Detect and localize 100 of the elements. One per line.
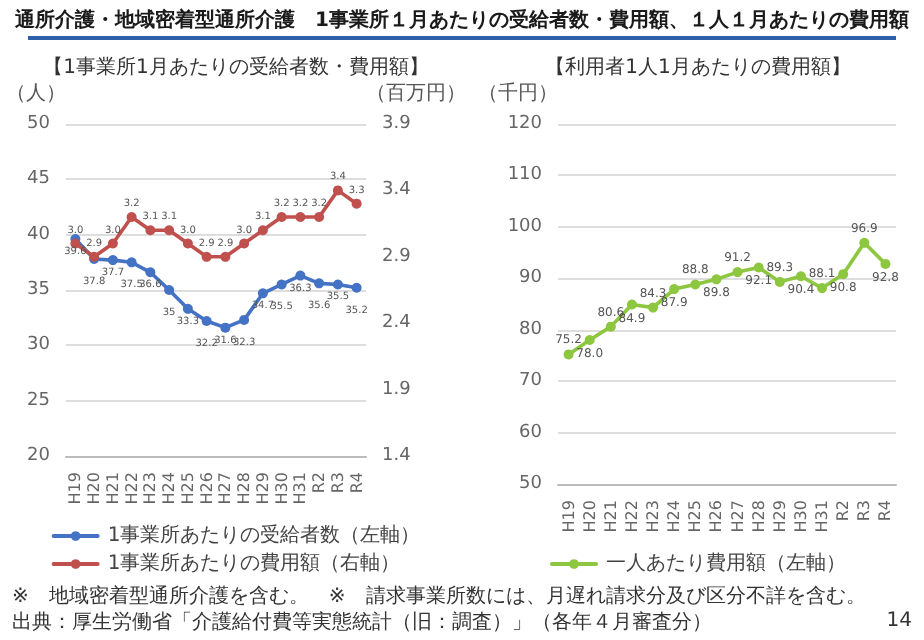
point [164, 285, 175, 295]
point [648, 302, 659, 313]
x-tick-label: R4 [876, 500, 895, 522]
x-tick-label: H30 [272, 472, 291, 505]
x-tick-label: H24 [160, 472, 179, 505]
x-tick-label: R3 [328, 472, 347, 494]
x-tick-label: H31 [813, 500, 832, 533]
point [351, 198, 362, 209]
x-tick-label: H21 [103, 472, 122, 505]
point [711, 274, 722, 285]
chart-title: 【利用者1人1月あたりの費用額】 [545, 55, 851, 79]
point [753, 262, 764, 273]
x-tick-label: R4 [347, 472, 366, 494]
point [257, 288, 268, 299]
y-tick-label: 70 [519, 371, 543, 392]
x-tick-label: H27 [216, 472, 235, 505]
x-tick-label: H19 [66, 472, 85, 505]
point [126, 211, 137, 222]
y-tick-label: 120 [507, 114, 543, 134]
y2-tick-label: 1.9 [382, 379, 412, 400]
point [276, 211, 287, 222]
x-tick-label: H28 [235, 472, 254, 505]
y-tick-label: 50 [27, 114, 51, 134]
point [107, 238, 118, 249]
y-tick-label: 45 [27, 169, 50, 190]
y-tick-label: 40 [27, 224, 51, 245]
point [732, 267, 743, 278]
point [182, 238, 193, 249]
y2-tick-label: 2.4 [382, 313, 412, 334]
y-tick-label: 50 [519, 474, 543, 494]
point [774, 276, 785, 287]
point [145, 225, 156, 236]
x-tick-label: R2 [834, 500, 853, 522]
point [605, 321, 616, 332]
x-tick-label: H30 [791, 500, 810, 533]
text: 通所介護・地域密着型通所介護 1事業所１月あたりの受給者数・費用額、１人１月あたりの費用額 [13, 6, 911, 34]
point [126, 257, 137, 268]
x-tick-label: H27 [728, 500, 747, 533]
legend-label: 一人あたり費用額（左軸） [606, 551, 846, 575]
y2-tick-label: 3.9 [382, 114, 412, 134]
y2-axis-title: （百万円） [366, 83, 466, 105]
x-tick-label: H26 [707, 500, 726, 533]
y-tick-label: 60 [519, 422, 543, 443]
point [201, 315, 212, 326]
y-tick-label: 30 [27, 335, 51, 356]
point [332, 279, 343, 290]
point [669, 284, 680, 295]
y-axis-title: （人） [6, 83, 66, 105]
point [859, 237, 870, 248]
y-tick-label: 25 [27, 390, 50, 411]
x-tick-label: H23 [141, 472, 160, 505]
point [164, 225, 175, 236]
chart-title: 【1事業所1月あたりの受給者数・費用額】 [43, 55, 429, 79]
point [314, 211, 325, 222]
y-tick-label: 80 [519, 319, 543, 340]
x-tick-label: H22 [622, 500, 641, 533]
point [257, 225, 268, 236]
x-tick-label: H26 [197, 472, 216, 505]
point [107, 255, 118, 266]
x-tick-label: H25 [686, 500, 705, 533]
legend-label: 1事業所あたりの費用額（右軸） [107, 551, 401, 575]
y-axis-title: （千円） [478, 81, 558, 105]
y2-tick-label: 2.9 [382, 246, 412, 267]
point [239, 314, 250, 325]
x-tick-label: R3 [855, 500, 874, 522]
x-tick-label: H20 [85, 472, 104, 505]
text: ※ 地域密着型通所介護を含む。 ※ 請求事業所数には、月遅れ請求分及び区分不詳を含む。 [12, 584, 866, 610]
point [314, 278, 325, 289]
y-tick-label: 100 [507, 216, 543, 237]
point [880, 258, 891, 269]
x-tick-label: H22 [122, 472, 141, 505]
point [201, 251, 212, 262]
point [351, 282, 362, 293]
source-note: 出典：厚生労働省「介護給付費等実態統計（旧：調査）」（各年４月審査分） [12, 610, 712, 636]
y2-tick-label: 1.4 [382, 446, 412, 466]
point [239, 238, 250, 249]
point [690, 279, 701, 290]
point [795, 271, 806, 282]
x-tick-label: H24 [665, 500, 684, 533]
x-tick-label: R2 [310, 472, 329, 494]
x-tick-label: H29 [253, 472, 272, 505]
y-tick-label: 20 [27, 446, 51, 466]
y-tick-label: 90 [519, 268, 543, 289]
point [332, 185, 343, 196]
point [182, 303, 193, 314]
y2-tick-label: 3.4 [382, 180, 412, 201]
x-tick-label: H28 [749, 500, 768, 533]
point [295, 270, 306, 281]
point [626, 299, 637, 310]
x-tick-label: H23 [644, 500, 663, 533]
legend-label: 1事業所あたりの受給者数（左軸） [107, 523, 421, 547]
x-tick-label: H25 [178, 472, 197, 505]
point [145, 267, 156, 278]
point [817, 283, 828, 294]
point [838, 269, 849, 280]
y-tick-label: 35 [27, 280, 50, 300]
x-tick-label: H19 [559, 500, 578, 533]
point [220, 251, 231, 262]
x-tick-label: H31 [291, 472, 310, 505]
point [295, 211, 306, 222]
